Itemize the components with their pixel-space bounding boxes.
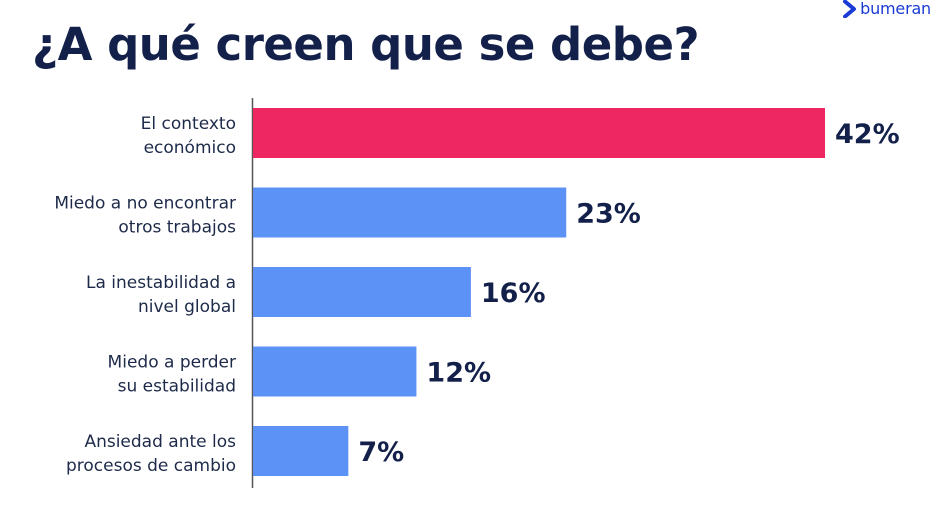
category-label-line: Ansiedad ante los bbox=[84, 432, 236, 452]
category-label-line: otros trabajos bbox=[118, 218, 236, 238]
category-label-line: procesos de cambio bbox=[66, 456, 236, 476]
category-label-line: Miedo a perder bbox=[108, 353, 236, 373]
chart-title: ¿A qué creen que se debe? bbox=[32, 18, 700, 71]
category-label-4: Ansiedad ante los procesos de cambio bbox=[66, 432, 236, 476]
bar-2 bbox=[253, 267, 471, 317]
category-label-1: Miedo a no encontrar otros trabajos bbox=[54, 194, 236, 238]
brand-logo: bumeran bbox=[843, 0, 931, 18]
category-label-3: Miedo a perder su estabilidad bbox=[108, 353, 236, 397]
value-label-3: 12% bbox=[426, 358, 491, 389]
value-label-0: 42% bbox=[835, 119, 900, 150]
value-label-2: 16% bbox=[481, 278, 546, 309]
bar-1 bbox=[253, 187, 567, 238]
bar-4 bbox=[253, 426, 349, 476]
chevron-right-icon bbox=[843, 0, 857, 18]
category-label-line: Miedo a no encontrar bbox=[54, 194, 236, 214]
category-label-line: su estabilidad bbox=[118, 377, 236, 397]
category-label-line: económico bbox=[144, 138, 236, 158]
brand-name: bumeran bbox=[860, 0, 931, 18]
bar-0 bbox=[253, 108, 825, 158]
category-label-0: El contexto económico bbox=[141, 114, 236, 158]
bar-3 bbox=[253, 346, 417, 397]
value-label-4: 7% bbox=[358, 437, 404, 468]
category-label-line: El contexto bbox=[141, 114, 236, 134]
value-label-1: 23% bbox=[576, 199, 641, 230]
category-label-line: La inestabilidad a bbox=[86, 273, 236, 293]
category-label-line: nivel global bbox=[138, 297, 236, 317]
category-label-2: La inestabilidad a nivel global bbox=[86, 273, 236, 317]
